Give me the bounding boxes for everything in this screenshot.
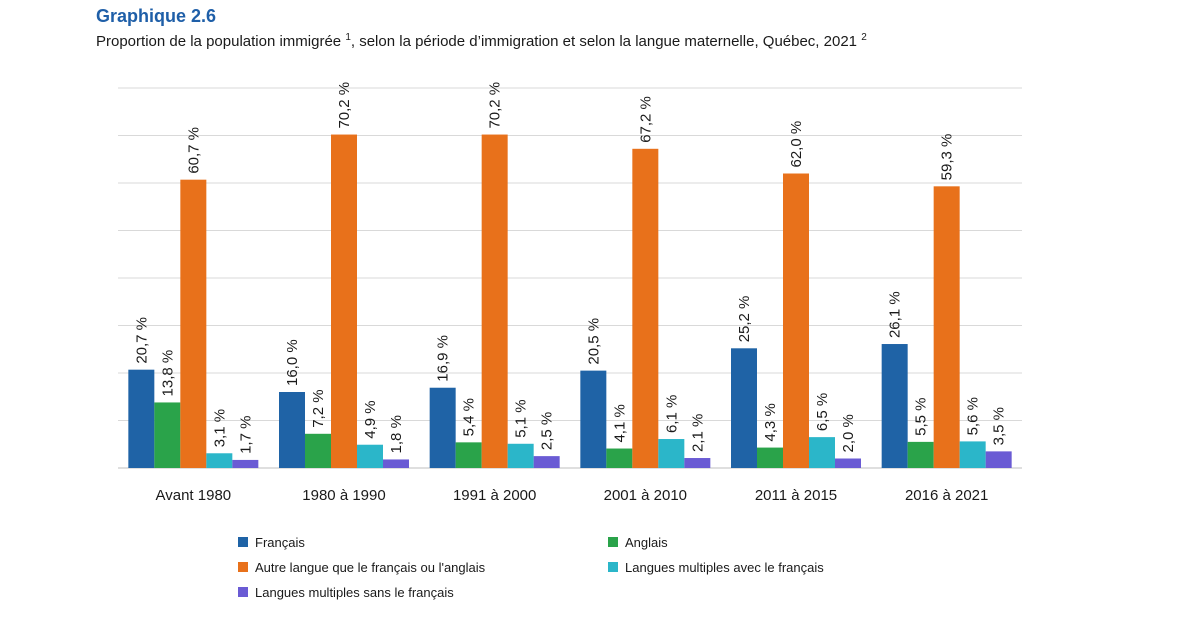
data-label: 4,1 % bbox=[611, 404, 628, 442]
bar-francais bbox=[731, 348, 757, 468]
data-label: 2,5 % bbox=[539, 412, 556, 450]
bar-anglais bbox=[305, 433, 331, 468]
bar-francais bbox=[881, 344, 908, 468]
legend-label: Langues multiples avec le français bbox=[625, 559, 824, 575]
bar-autre bbox=[632, 148, 659, 469]
bar-autre bbox=[481, 134, 508, 469]
data-label: 4,3 % bbox=[762, 403, 779, 441]
data-label: 67,2 % bbox=[637, 96, 654, 143]
bar-anglais bbox=[907, 441, 934, 468]
x-tick-label: Avant 1980 bbox=[156, 487, 232, 504]
x-tick-label: 2011 à 2015 bbox=[755, 487, 837, 504]
data-label: 5,5 % bbox=[913, 398, 930, 436]
data-label: 5,4 % bbox=[461, 398, 478, 436]
legend-swatch bbox=[238, 562, 248, 572]
bar-autre bbox=[180, 179, 207, 469]
chart-header: Graphique 2.6 Proportion de la populatio… bbox=[96, 4, 867, 52]
bar-francais bbox=[429, 387, 456, 468]
bar-anglais bbox=[606, 448, 633, 468]
bar-multi_sans bbox=[533, 456, 560, 468]
bar-multi_sans bbox=[985, 451, 1012, 468]
chart-title: Proportion de la population immigrée 1, … bbox=[96, 28, 867, 52]
data-label: 59,3 % bbox=[939, 134, 956, 181]
legend-label: Anglais bbox=[625, 534, 668, 550]
x-tick-label: 2001 à 2010 bbox=[604, 487, 687, 504]
data-label: 16,0 % bbox=[284, 339, 301, 386]
x-tick-label: 1980 à 1990 bbox=[302, 487, 385, 504]
legend-swatch bbox=[608, 537, 618, 547]
data-label: 2,0 % bbox=[840, 414, 857, 452]
legend-swatch bbox=[238, 587, 248, 597]
chart-number: Graphique 2.6 bbox=[96, 6, 217, 26]
footnote-1: 1 bbox=[345, 32, 351, 43]
data-label: 3,5 % bbox=[991, 407, 1008, 445]
chart-legend: Français Anglais Autre langue que le franç… bbox=[238, 532, 938, 602]
footnote-2: 2 bbox=[861, 32, 867, 43]
bar-anglais bbox=[154, 402, 181, 468]
legend-label: Langues multiples sans le français bbox=[255, 584, 454, 600]
data-label: 1,8 % bbox=[388, 415, 405, 453]
data-label: 20,7 % bbox=[133, 317, 150, 364]
x-tick-label: 1991 à 2000 bbox=[453, 487, 536, 504]
bar-autre bbox=[331, 134, 357, 469]
bar-multi_sans bbox=[684, 458, 711, 468]
bar-multi_avec bbox=[809, 437, 835, 468]
bar-multi_sans bbox=[835, 458, 861, 468]
bar-multi_sans bbox=[383, 459, 409, 468]
legend-item-anglais: Anglais bbox=[608, 532, 938, 552]
data-label: 70,2 % bbox=[487, 82, 504, 129]
legend-item-autre: Autre langue que le français ou l'anglai… bbox=[238, 557, 608, 577]
data-label: 13,8 % bbox=[159, 350, 176, 397]
legend-label: Autre langue que le français ou l'anglai… bbox=[255, 559, 486, 575]
bar-multi_avec bbox=[507, 443, 534, 468]
legend-swatch bbox=[608, 562, 618, 572]
bar-anglais bbox=[757, 447, 783, 468]
bar-autre bbox=[783, 173, 809, 468]
data-label: 26,1 % bbox=[887, 291, 904, 338]
data-label: 70,2 % bbox=[336, 82, 353, 129]
bar-francais bbox=[580, 370, 607, 468]
chart-title-rest: , selon la période d’immigration et selo… bbox=[350, 33, 862, 50]
legend-item-multi_avec: Langues multiples avec le français bbox=[608, 557, 938, 577]
data-label: 25,2 % bbox=[736, 296, 753, 343]
data-label: 5,6 % bbox=[965, 397, 982, 435]
bar-autre bbox=[933, 186, 960, 468]
x-tick-label: 2016 à 2021 bbox=[905, 487, 988, 504]
bar-multi_avec bbox=[959, 441, 986, 468]
data-label: 3,1 % bbox=[211, 409, 228, 447]
bar-multi_sans bbox=[232, 459, 259, 468]
data-label: 5,1 % bbox=[513, 399, 530, 437]
bar-chart: 20,7 % 13,8 % 60,7 % 3,1 % 1,7 % Avant 1980 16… bbox=[118, 82, 1022, 504]
data-label: 6,5 % bbox=[814, 393, 831, 431]
data-label: 1,7 % bbox=[237, 416, 254, 454]
bar-multi_avec bbox=[357, 444, 383, 468]
data-label: 6,1 % bbox=[663, 395, 680, 433]
data-label: 2,1 % bbox=[689, 414, 706, 452]
bar-francais bbox=[128, 369, 155, 468]
legend-item-multi_sans: Langues multiples sans le français bbox=[238, 582, 608, 602]
bar-multi_avec bbox=[206, 453, 233, 468]
bar-multi_avec bbox=[658, 439, 685, 468]
data-label: 20,5 % bbox=[585, 318, 602, 365]
data-label: 60,7 % bbox=[185, 127, 202, 174]
bar-anglais bbox=[455, 442, 482, 468]
legend-label: Français bbox=[255, 534, 305, 550]
bar-francais bbox=[279, 392, 305, 468]
chart-title-main: Proportion de la population immigrée bbox=[96, 33, 346, 50]
data-label: 16,9 % bbox=[435, 335, 452, 382]
legend-swatch bbox=[238, 537, 248, 547]
data-label: 7,2 % bbox=[310, 389, 327, 427]
data-label: 4,9 % bbox=[362, 400, 379, 438]
data-label: 62,0 % bbox=[788, 121, 805, 168]
legend-item-francais: Français bbox=[238, 532, 608, 552]
